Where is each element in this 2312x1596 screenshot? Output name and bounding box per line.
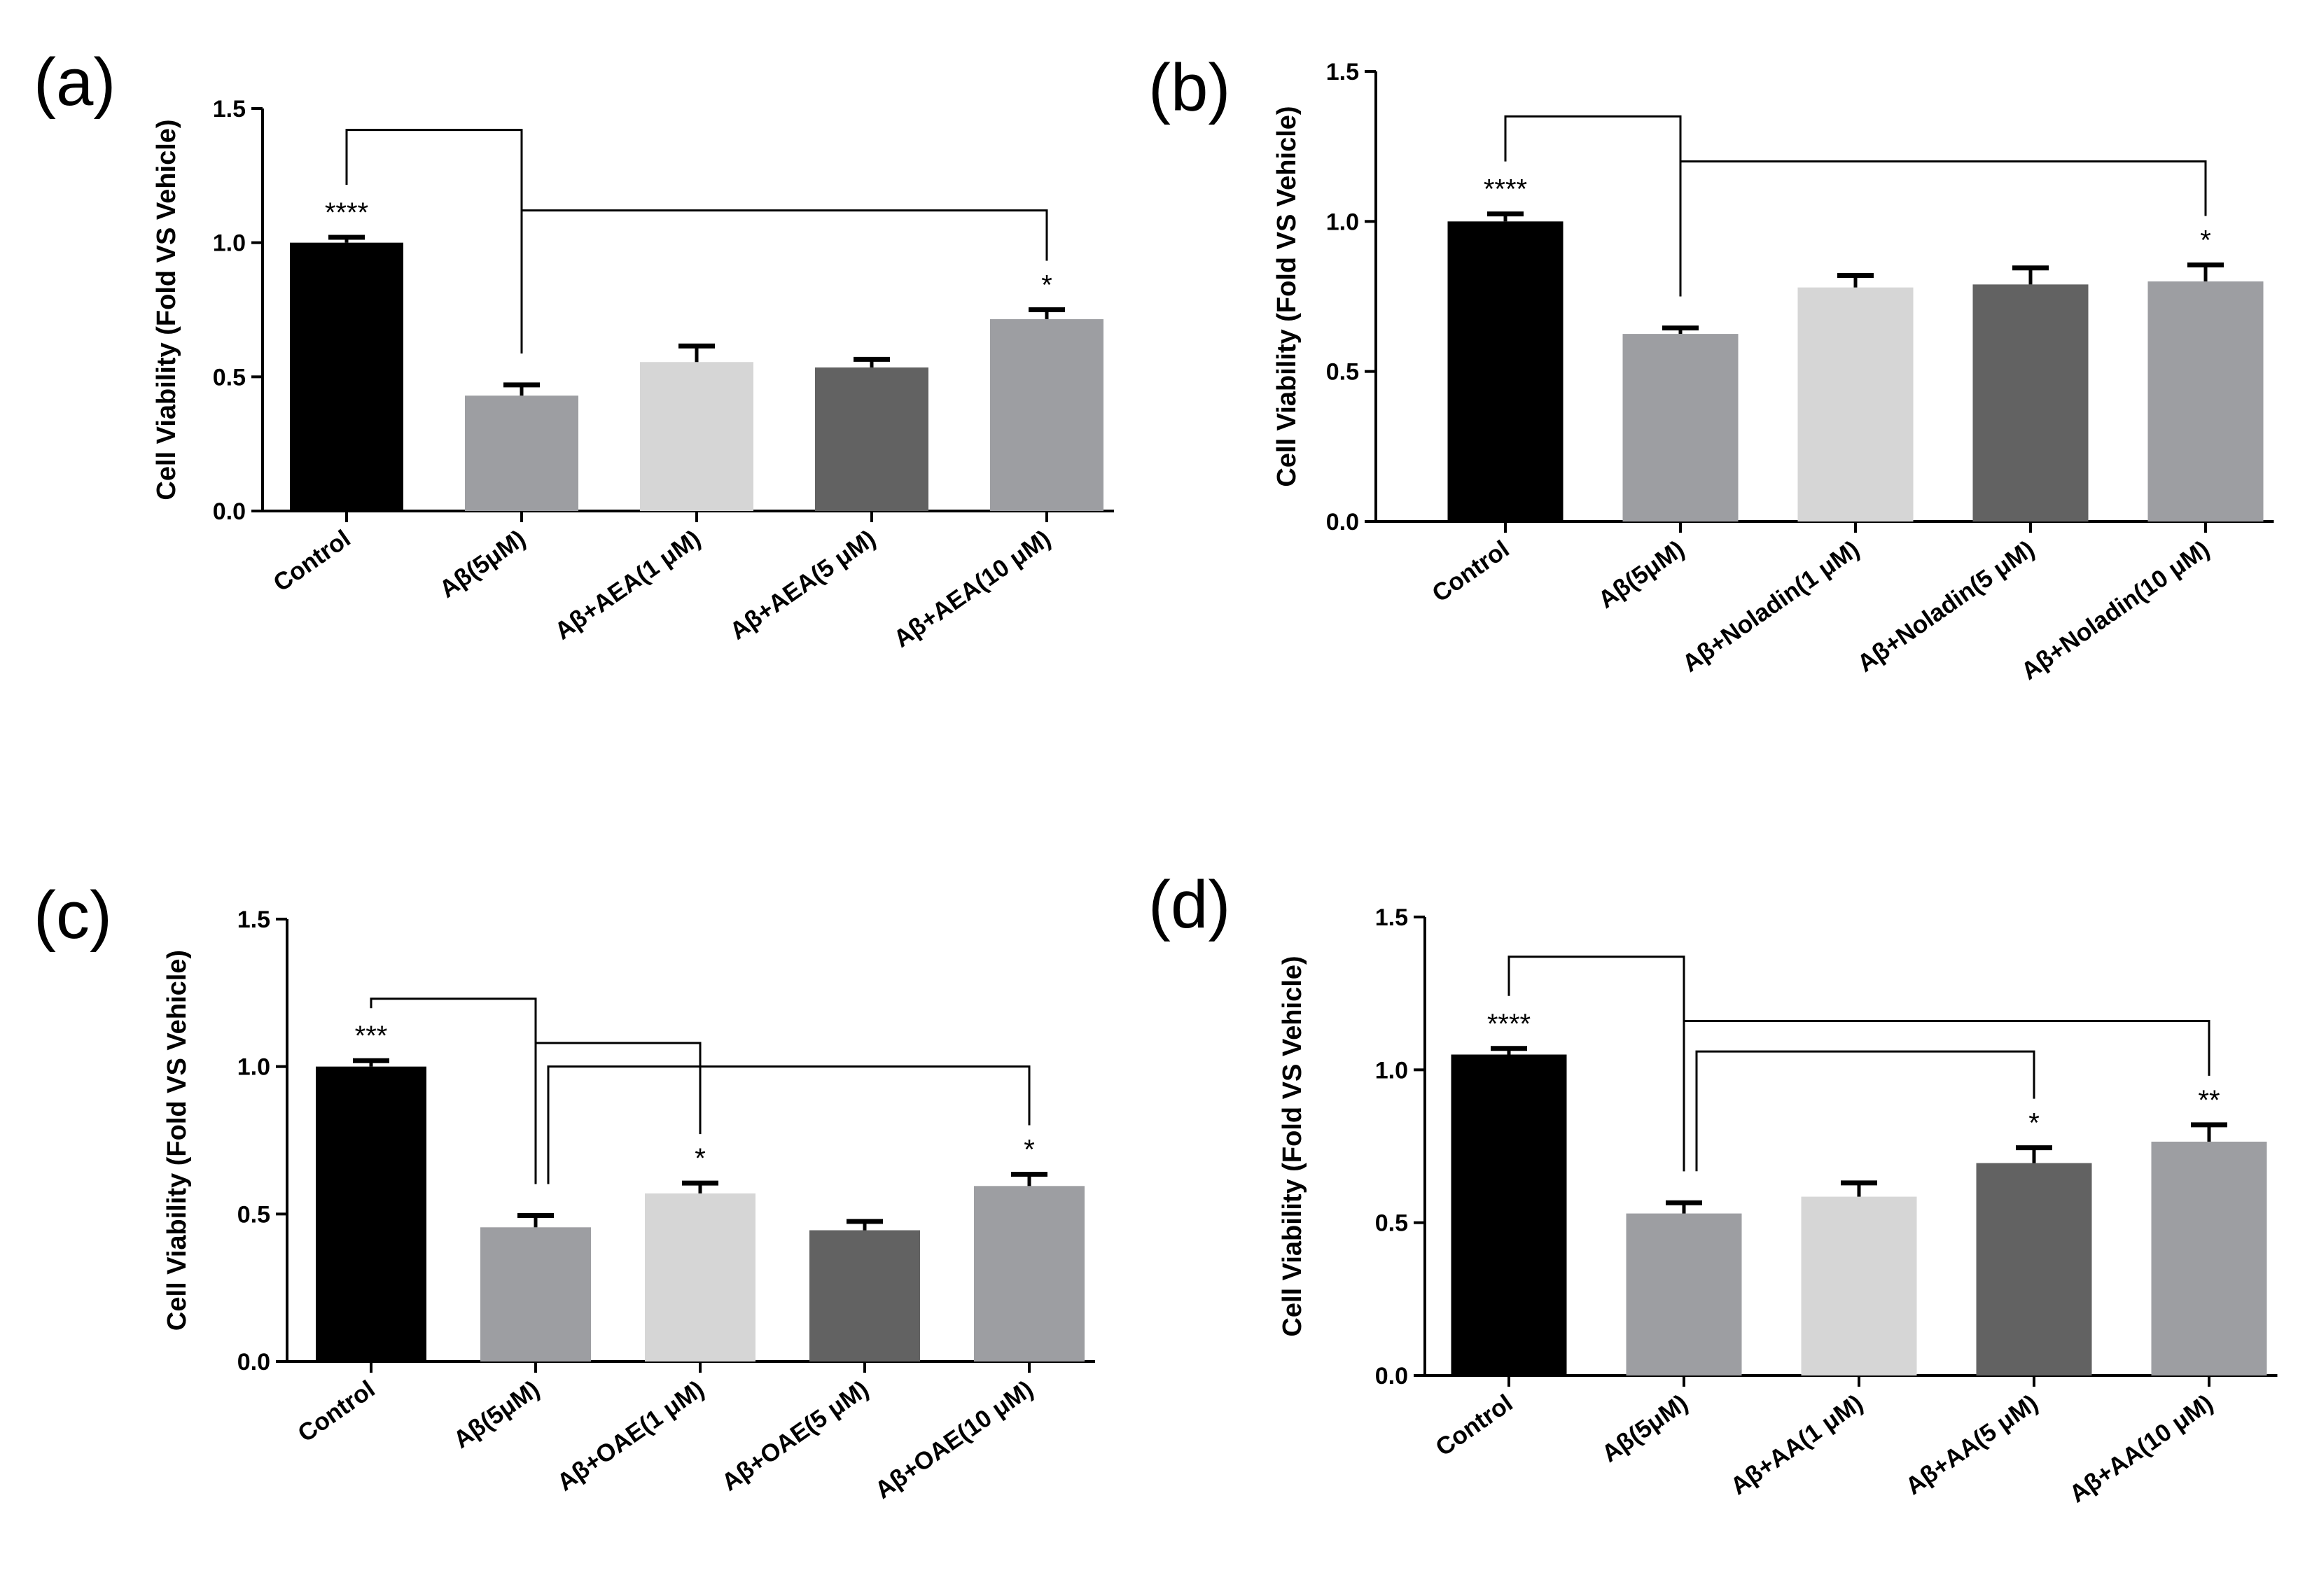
- y-tick-label: 1.5: [1326, 59, 1359, 85]
- y-tick-label: 1.0: [213, 230, 246, 257]
- bar-1: [1451, 1054, 1567, 1376]
- y-axis-title: Cell Viability (Fold VS Vehicle): [152, 119, 181, 500]
- bar-1: [290, 242, 403, 511]
- y-tick-label: 1.0: [237, 1054, 270, 1081]
- bar-4: [1976, 1163, 2092, 1376]
- panel-letter: (d): [1148, 867, 1230, 942]
- bar-3: [645, 1193, 755, 1362]
- panel-letter: (b): [1148, 50, 1230, 125]
- y-tick-label: 0.5: [1375, 1210, 1408, 1237]
- bar-1: [316, 1066, 426, 1362]
- bar-2: [465, 396, 578, 511]
- significance-label: *: [1041, 270, 1052, 301]
- y-axis-title: Cell Viability (Fold VS Vehicle): [162, 950, 192, 1331]
- significance-label: *: [1024, 1134, 1035, 1165]
- y-tick-label: 0.5: [237, 1201, 270, 1228]
- y-axis-title: Cell Viability (Fold VS Vehicle): [1278, 955, 1307, 1336]
- y-tick-label: 1.5: [1375, 904, 1408, 931]
- comparison-bracket: [534, 1042, 702, 1184]
- bar-2: [1626, 1213, 1742, 1376]
- bar-5: [2151, 1141, 2267, 1376]
- y-tick-label: 1.5: [237, 906, 270, 933]
- y-tick-label: 0.0: [213, 498, 246, 525]
- bar-5: [2147, 281, 2264, 522]
- y-tick-label: 0.0: [1375, 1363, 1408, 1390]
- panel-letter: (c): [34, 878, 112, 953]
- comparison-bracket: [547, 1065, 1031, 1184]
- comparison-bracket: [1683, 1019, 2210, 1172]
- significance-label: ****: [1484, 174, 1527, 205]
- significance-label: ****: [1487, 1009, 1531, 1040]
- significance-label: *: [695, 1143, 706, 1174]
- significance-label: **: [2198, 1085, 2220, 1116]
- bar-3: [640, 362, 753, 511]
- y-tick-label: 1.5: [213, 96, 246, 122]
- bar-1: [1447, 221, 1564, 522]
- bar-4: [1972, 284, 2089, 522]
- y-tick-label: 1.0: [1326, 209, 1359, 235]
- significance-label: *: [2200, 225, 2211, 255]
- y-tick-label: 0.5: [213, 364, 246, 391]
- comparison-bracket: [520, 209, 1048, 354]
- significance-label: *: [2028, 1108, 2040, 1139]
- significance-label: ***: [355, 1021, 388, 1051]
- bar-3: [1797, 287, 1914, 522]
- bar-3: [1801, 1196, 1917, 1376]
- y-tick-label: 0.0: [237, 1349, 270, 1376]
- bar-5: [974, 1186, 1085, 1362]
- bar-2: [480, 1227, 591, 1362]
- y-tick-label: 1.0: [1375, 1057, 1408, 1084]
- significance-label: ****: [325, 197, 368, 228]
- comparison-bracket: [1695, 1050, 2035, 1172]
- bar-5: [990, 318, 1103, 511]
- bar-4: [815, 367, 928, 511]
- y-axis-title: Cell Viability (Fold VS Vehicle): [1272, 106, 1302, 486]
- bar-4: [809, 1230, 920, 1362]
- panel-letter: (a): [34, 45, 116, 120]
- comparison-bracket: [1679, 160, 2207, 297]
- bar-2: [1622, 334, 1739, 522]
- y-tick-label: 0.5: [1326, 359, 1359, 386]
- y-tick-label: 0.0: [1326, 509, 1359, 536]
